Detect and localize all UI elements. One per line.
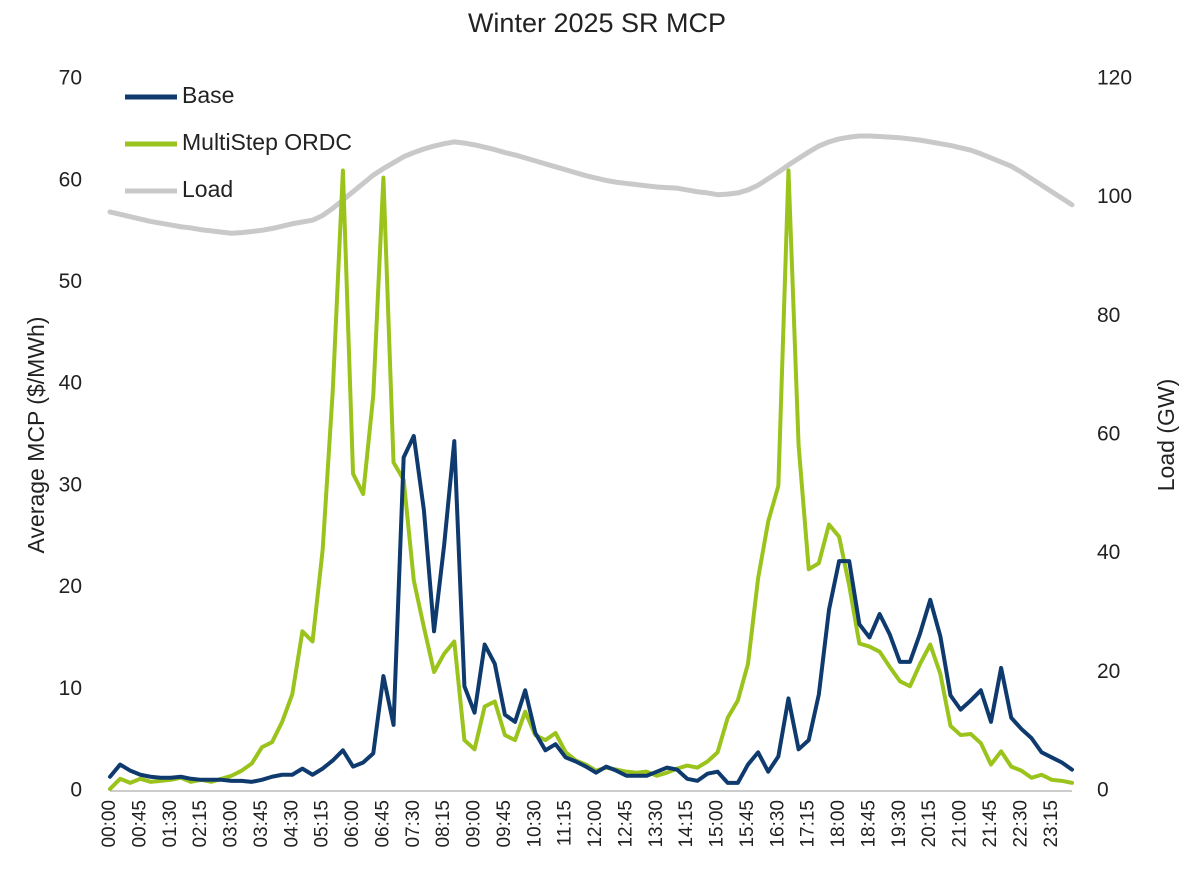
chart-title: Winter 2025 SR MCP bbox=[468, 8, 726, 38]
x-tick-label: 08:15 bbox=[433, 800, 454, 848]
x-tick-label: 18:45 bbox=[858, 800, 879, 848]
x-tick-label: 11:15 bbox=[555, 800, 576, 846]
y-tick-label: 70 bbox=[59, 67, 82, 90]
y2-tick-label: 20 bbox=[1097, 660, 1120, 683]
x-tick-label: 12:00 bbox=[585, 800, 606, 848]
x-tick-label: 17:15 bbox=[798, 800, 819, 848]
x-tick-label: 13:30 bbox=[646, 800, 667, 848]
y-tick-label: 60 bbox=[59, 168, 82, 191]
x-tick-label: 14:15 bbox=[676, 800, 697, 848]
x-tick-label: 10:30 bbox=[524, 800, 545, 848]
series-line bbox=[107, 133, 1075, 236]
x-tick-label: 23:15 bbox=[1041, 800, 1062, 848]
x-tick-label: 15:45 bbox=[737, 800, 758, 848]
legend-label: MultiStep ORDC bbox=[182, 129, 352, 155]
y-tick-label: 0 bbox=[70, 779, 82, 802]
x-tick-label: 05:15 bbox=[312, 800, 333, 848]
x-tick-label: 06:00 bbox=[342, 800, 363, 848]
series-line bbox=[108, 434, 1074, 785]
y2-tick-label: 80 bbox=[1097, 304, 1120, 327]
y-axis-label: Average MCP ($/MWh) bbox=[23, 317, 49, 554]
series-line bbox=[108, 168, 1074, 791]
x-tick-label: 03:45 bbox=[251, 800, 272, 848]
x-tick-label: 04:30 bbox=[281, 800, 302, 848]
y2-tick-label: 120 bbox=[1097, 67, 1132, 90]
y-tick-label: 50 bbox=[59, 270, 82, 293]
x-tick-label: 20:15 bbox=[919, 800, 940, 848]
y2-axis-label: Load (GW) bbox=[1153, 379, 1179, 491]
x-tick-label: 19:30 bbox=[889, 800, 910, 848]
y2-tick-label: 60 bbox=[1097, 423, 1120, 446]
x-tick-label: 18:00 bbox=[828, 800, 849, 848]
y2-tick-label: 40 bbox=[1097, 541, 1120, 564]
x-tick-label: 00:45 bbox=[129, 800, 150, 848]
x-tick-label: 21:45 bbox=[980, 800, 1001, 848]
x-tick-label: 15:00 bbox=[707, 800, 728, 848]
x-tick-label: 09:00 bbox=[464, 800, 485, 848]
x-tick-label: 21:00 bbox=[950, 800, 971, 848]
x-tick-label: 06:45 bbox=[372, 800, 393, 848]
x-tick-label: 07:30 bbox=[403, 800, 424, 848]
x-tick-label: 02:15 bbox=[190, 800, 211, 848]
y-tick-label: 30 bbox=[59, 473, 82, 496]
y2-tick-label: 0 bbox=[1097, 779, 1109, 802]
y-tick-label: 20 bbox=[59, 575, 82, 598]
x-tick-label: 01:30 bbox=[160, 800, 181, 848]
y2-tick-label: 100 bbox=[1097, 185, 1132, 208]
x-tick-label: 12:45 bbox=[615, 800, 636, 848]
x-tick-label: 16:30 bbox=[767, 800, 788, 848]
legend-label: Load bbox=[182, 176, 233, 202]
x-tick-label: 22:30 bbox=[1010, 800, 1031, 848]
x-tick-label: 09:45 bbox=[494, 800, 515, 848]
x-tick-label: 03:00 bbox=[221, 800, 242, 848]
legend-label: Base bbox=[182, 82, 234, 108]
y-tick-label: 40 bbox=[59, 372, 82, 395]
y-tick-label: 10 bbox=[59, 677, 82, 700]
x-tick-label: 00:00 bbox=[99, 800, 120, 848]
